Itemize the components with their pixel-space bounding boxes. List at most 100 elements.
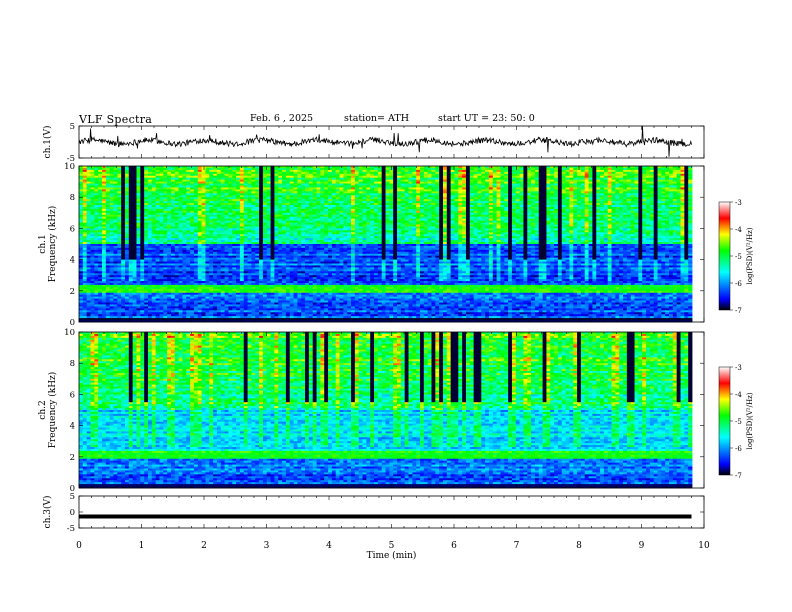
spectrogram-cell xyxy=(653,181,658,184)
spectrogram-cell xyxy=(305,181,310,184)
spectrogram-cell xyxy=(201,171,206,175)
spectrogram-cell xyxy=(607,185,612,188)
spectrogram-cell xyxy=(546,181,551,184)
spectrogram-cell xyxy=(423,179,429,182)
spectrogram-cell xyxy=(542,171,547,175)
spectrogram-cell xyxy=(557,173,563,177)
spectrogram-cell xyxy=(297,173,302,177)
spectrogram-cell xyxy=(82,177,88,181)
spectrogram-cell xyxy=(113,167,118,171)
spectrogram-cell xyxy=(201,185,206,188)
spectrogram-cell xyxy=(381,181,386,184)
spectrogram-cell xyxy=(481,189,486,192)
spectrogram-cell xyxy=(243,189,248,192)
spectrogram-cell xyxy=(174,179,180,182)
spectrogram-cell xyxy=(504,175,509,179)
spectrogram-cell xyxy=(515,189,520,192)
spectrogram-cell xyxy=(504,179,509,182)
spectrogram-cell xyxy=(630,169,635,173)
spectrogram-cell xyxy=(351,187,356,190)
spectrogram-cell xyxy=(465,189,471,192)
spectrogram-cell xyxy=(462,183,467,186)
spectrogram-cell xyxy=(404,173,409,177)
spectrogram-cell xyxy=(193,177,199,181)
spectrogram-cell xyxy=(297,185,302,188)
spectrogram-cell xyxy=(454,185,459,188)
spectrogram-cell xyxy=(178,187,183,190)
spectrogram-cell xyxy=(170,175,176,179)
spectrogram-cell xyxy=(117,175,122,179)
spectrogram-cell xyxy=(109,166,114,169)
spectrogram-cell xyxy=(626,187,632,190)
spectrogram-cell xyxy=(197,177,202,181)
spectrogram-cell xyxy=(174,189,180,192)
spectrogram-cell xyxy=(508,187,513,190)
spectrogram-cell xyxy=(259,166,264,169)
spectrogram-cell xyxy=(657,177,662,181)
spectrogram-cell xyxy=(182,177,187,181)
spectrogram-cell xyxy=(665,169,670,173)
spectrogram-cell xyxy=(638,169,643,173)
spectrogram-cell xyxy=(213,175,218,179)
spectrogram-cell xyxy=(508,183,513,186)
spectrogram-cell xyxy=(331,179,337,182)
spectrogram-cell xyxy=(224,175,229,179)
spectrogram-cell xyxy=(500,177,505,181)
spectrogram-cell xyxy=(354,171,360,175)
spectrogram-cell xyxy=(278,175,283,179)
spectrogram-cell xyxy=(393,187,398,190)
spectrogram-cell xyxy=(224,189,229,192)
spectrogram-cell xyxy=(511,169,517,173)
spectrogram-cell xyxy=(220,177,225,181)
spectrogram-cell xyxy=(82,185,88,188)
spectrogram-cell xyxy=(178,166,183,169)
spectrogram-cell xyxy=(374,189,379,192)
spectrogram-cell xyxy=(477,175,482,179)
spectrogram-cell xyxy=(400,181,406,184)
spectrogram-cell xyxy=(385,166,390,169)
spectrogram-cell xyxy=(335,179,340,182)
spectrogram-cell xyxy=(354,166,360,169)
spectrogram-cell xyxy=(140,179,145,182)
spectrogram-cell xyxy=(580,173,586,177)
spectrogram-cell xyxy=(121,185,126,188)
spectrogram-cell xyxy=(396,173,402,177)
spectrogram-cell xyxy=(481,185,486,188)
spectrogram-cell xyxy=(573,183,578,186)
spectrogram-cell xyxy=(450,169,455,173)
spectrogram-cell xyxy=(554,177,559,181)
spectrogram-cell xyxy=(642,175,647,179)
spectrogram-cell xyxy=(193,175,199,179)
spectrogram-cell xyxy=(557,167,563,171)
spectrogram-cell xyxy=(619,183,624,186)
spectrogram-cell xyxy=(546,187,551,190)
spectrogram-cell xyxy=(634,177,639,181)
spectrogram-cell xyxy=(354,173,360,177)
spectrogram-cell xyxy=(573,173,578,177)
spectrogram-cell xyxy=(496,169,501,173)
spectrogram-cell xyxy=(623,183,628,186)
spectrogram-cell xyxy=(473,185,478,188)
spectrogram-cell xyxy=(638,167,643,171)
spectrogram-cell xyxy=(374,177,379,181)
spectrogram-cell xyxy=(450,177,455,181)
spectrogram-cell xyxy=(408,189,413,192)
spectrogram-cell xyxy=(147,166,153,169)
spectrogram-cell xyxy=(247,175,252,179)
spectrogram-cell xyxy=(297,177,302,181)
spectrogram-cell xyxy=(216,167,222,171)
spectrogram-cell xyxy=(550,187,555,190)
spectrogram-cell xyxy=(404,171,409,175)
spectrogram-cell xyxy=(500,189,505,192)
spectrogram-cell xyxy=(247,173,252,177)
spectrogram-cell xyxy=(117,181,122,184)
spectrogram-cell xyxy=(500,169,505,173)
spectrogram-cell xyxy=(182,181,187,184)
spectrogram-cell xyxy=(680,179,685,182)
spectrogram-cell xyxy=(370,181,375,184)
spectrogram-cell xyxy=(649,187,655,190)
spectrogram-cell xyxy=(462,179,467,182)
spectrogram-cell xyxy=(79,185,84,188)
spectrogram-cell xyxy=(86,187,91,190)
spectrogram-cell xyxy=(90,173,95,177)
